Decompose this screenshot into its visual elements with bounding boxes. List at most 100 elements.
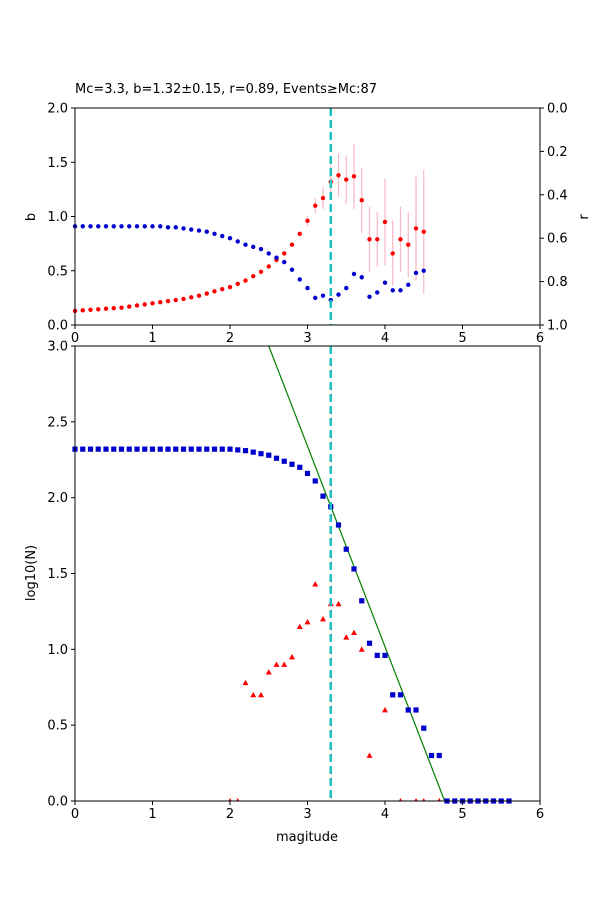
b-value-point — [297, 231, 302, 237]
r-value-point — [251, 244, 256, 250]
r-value-point — [127, 224, 132, 229]
r-value-point — [227, 236, 233, 241]
cumulative-point — [235, 447, 241, 453]
gutenberg-richter-fit-line — [268, 346, 446, 801]
cumulative-point — [304, 470, 311, 476]
b-value-point — [235, 281, 240, 286]
cumulative-point — [149, 446, 156, 452]
cumulative-point — [219, 446, 225, 452]
bottom-y-tick-label: 0.0 — [47, 795, 68, 810]
noncumulative-point — [398, 798, 403, 801]
cumulative-point — [134, 446, 140, 452]
cumulative-point — [87, 446, 94, 452]
cumulative-point — [80, 446, 86, 452]
bottom-x-axis-label: magitude — [276, 830, 338, 845]
cumulative-point — [211, 446, 218, 452]
top-x-tick-label: 2 — [226, 331, 234, 346]
cumulative-point — [204, 446, 210, 452]
cumulative-point — [227, 446, 233, 452]
b-value-point — [227, 284, 233, 290]
noncumulative-point — [343, 634, 350, 640]
bottom-y-tick-label: 3.0 — [47, 340, 68, 355]
b-value-point — [313, 203, 318, 208]
b-value-point — [127, 304, 132, 309]
b-value-point — [266, 264, 271, 269]
noncumulative-point — [366, 752, 373, 758]
top-marks — [72, 108, 426, 325]
r-value-point — [344, 285, 349, 291]
noncumulative-point — [228, 798, 232, 801]
b-value-point — [142, 302, 147, 307]
b-value-point — [421, 229, 426, 234]
cumulative-point — [242, 448, 249, 454]
cumulative-point — [405, 707, 411, 713]
b-value-point — [204, 291, 209, 296]
r-value-point — [382, 280, 388, 285]
top-y-axis-label: b — [24, 213, 39, 221]
top-x-tick-label: 5 — [458, 331, 466, 346]
bottom-frame — [74, 345, 541, 802]
cumulative-point — [180, 446, 187, 452]
bottom-y-tick-label: 2.0 — [47, 491, 68, 506]
cumulative-point — [173, 446, 179, 452]
cumulative-point — [343, 546, 349, 552]
noncumulative-point — [250, 691, 257, 698]
b-value-point — [96, 307, 101, 312]
b-value-point — [367, 237, 372, 242]
bottom-x-tick-label: 0 — [71, 807, 79, 822]
cumulative-point — [165, 446, 171, 452]
b-value-point — [251, 273, 256, 279]
top-right-tick-label: 0.2 — [547, 145, 568, 160]
b-value-point — [212, 289, 217, 294]
noncumulative-point — [358, 646, 365, 652]
noncumulative-point — [304, 619, 311, 625]
top-x-tick-label: 6 — [536, 331, 544, 346]
b-value-point — [103, 306, 109, 311]
b-value-point — [344, 177, 349, 182]
bottom-y-tick-label: 0.5 — [47, 719, 68, 734]
cumulative-point — [320, 493, 326, 499]
r-value-point — [212, 231, 217, 237]
magnitude-frequency-panel: 0 1 2 3 4 5 6 0.0 0.5 1.0 1.5 2.0 2.5 3.0 magitude lo… — [24, 340, 544, 846]
b-value-point — [282, 251, 287, 256]
r-value-point — [243, 242, 248, 247]
top-x-tick-label: 4 — [381, 331, 389, 346]
b-value-point — [359, 198, 364, 203]
top-y-tick-label: 0.5 — [47, 264, 68, 279]
r-value-point — [297, 277, 302, 282]
b-value-point — [398, 237, 403, 242]
b-value-point — [413, 226, 419, 231]
cumulative-point — [390, 692, 396, 698]
r-value-point — [158, 224, 163, 229]
r-value-point — [375, 290, 380, 295]
bottom-y-axis-label: log10(N) — [24, 545, 39, 601]
cumulative-point — [351, 566, 357, 572]
cumulative-point — [281, 458, 287, 464]
b-value-point — [119, 305, 124, 310]
b-value-point — [220, 286, 225, 292]
cumulative-point — [196, 446, 202, 452]
noncumulative-point — [289, 653, 295, 660]
top-title: Mc=3.3, b=1.32±0.15, r=0.89, Events≥Mc:8… — [75, 82, 377, 97]
cumulative-point — [413, 707, 419, 713]
noncumulative-point — [312, 581, 319, 587]
cumulative-point — [258, 451, 264, 457]
bottom-y-tick-label: 1.0 — [47, 643, 68, 658]
r-value-point — [134, 224, 140, 229]
noncumulative-point — [414, 798, 418, 801]
cumulative-point — [142, 446, 148, 452]
r-value-point — [421, 268, 426, 273]
b-value-point — [390, 251, 395, 256]
bottom-x-tick-label: 5 — [458, 807, 466, 822]
r-value-point — [282, 259, 287, 265]
b-value-point — [336, 173, 341, 178]
r-value-point — [274, 255, 279, 260]
b-value-point — [173, 297, 178, 303]
bottom-x-tick-label: 2 — [226, 807, 234, 822]
cumulative-point — [297, 464, 303, 470]
cumulative-point — [126, 446, 132, 452]
cumulative-point — [359, 598, 365, 604]
r-value-point — [220, 233, 225, 239]
bottom-y-tick-label: 2.5 — [47, 415, 68, 430]
